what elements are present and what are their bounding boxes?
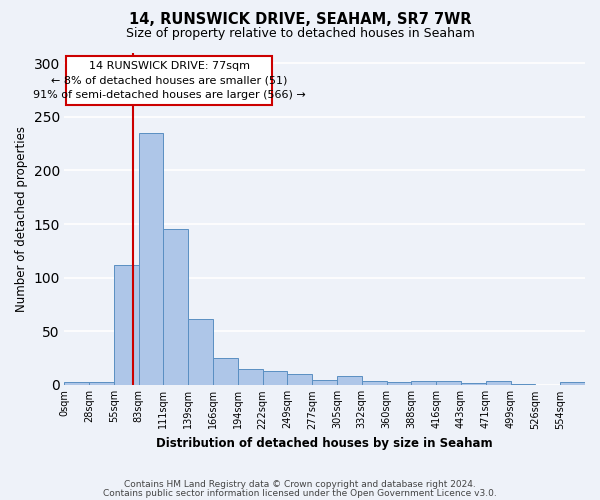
Bar	[139, 133, 163, 385]
Bar	[188, 318, 213, 385]
Bar	[114, 265, 139, 385]
Text: 14, RUNSWICK DRIVE, SEAHAM, SR7 7WR: 14, RUNSWICK DRIVE, SEAHAM, SR7 7WR	[129, 12, 471, 28]
Bar	[213, 358, 238, 385]
Text: Contains public sector information licensed under the Open Government Licence v3: Contains public sector information licen…	[103, 489, 497, 498]
Bar	[511, 384, 535, 385]
Bar	[386, 382, 412, 385]
Bar	[436, 380, 461, 385]
X-axis label: Distribution of detached houses by size in Seaham: Distribution of detached houses by size …	[156, 437, 493, 450]
Text: Size of property relative to detached houses in Seaham: Size of property relative to detached ho…	[125, 28, 475, 40]
Bar	[89, 382, 114, 385]
Bar	[64, 382, 89, 385]
Y-axis label: Number of detached properties: Number of detached properties	[15, 126, 28, 312]
Bar	[163, 230, 188, 385]
Text: 14 RUNSWICK DRIVE: 77sqm: 14 RUNSWICK DRIVE: 77sqm	[89, 61, 250, 71]
Bar	[486, 380, 511, 385]
Text: Contains HM Land Registry data © Crown copyright and database right 2024.: Contains HM Land Registry data © Crown c…	[124, 480, 476, 489]
Bar	[238, 369, 263, 385]
FancyBboxPatch shape	[66, 56, 272, 105]
Bar	[312, 380, 337, 385]
Text: ← 8% of detached houses are smaller (51): ← 8% of detached houses are smaller (51)	[51, 76, 287, 86]
Bar	[412, 380, 436, 385]
Bar	[287, 374, 312, 385]
Bar	[461, 383, 486, 385]
Text: 91% of semi-detached houses are larger (566) →: 91% of semi-detached houses are larger (…	[32, 90, 305, 100]
Bar	[263, 371, 287, 385]
Bar	[337, 376, 362, 385]
Bar	[560, 382, 585, 385]
Bar	[362, 380, 386, 385]
